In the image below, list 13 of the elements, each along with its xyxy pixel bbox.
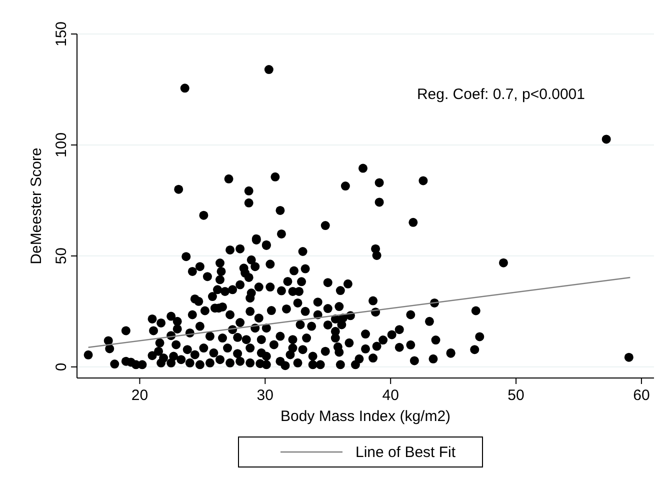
y-axis-title: DeMeester Score xyxy=(28,148,45,264)
y-tick-label: 50 xyxy=(53,248,70,264)
x-tick-label: 50 xyxy=(508,387,524,404)
x-tick-label: 40 xyxy=(382,387,399,404)
annotation: Reg. Coef: 0.7, p<0.0001 xyxy=(416,86,585,103)
y-tick-label: 0 xyxy=(53,362,70,372)
y-tick-label: 100 xyxy=(53,132,70,158)
x-tick-label: 60 xyxy=(633,387,650,404)
y-tick-label: 150 xyxy=(53,21,70,47)
x-axis-title: Body Mass Index (kg/m2) xyxy=(280,408,451,425)
x-tick-label: 20 xyxy=(131,387,148,404)
legend-label: Line of Best Fit xyxy=(356,444,456,461)
x-tick-label: 30 xyxy=(256,387,274,404)
